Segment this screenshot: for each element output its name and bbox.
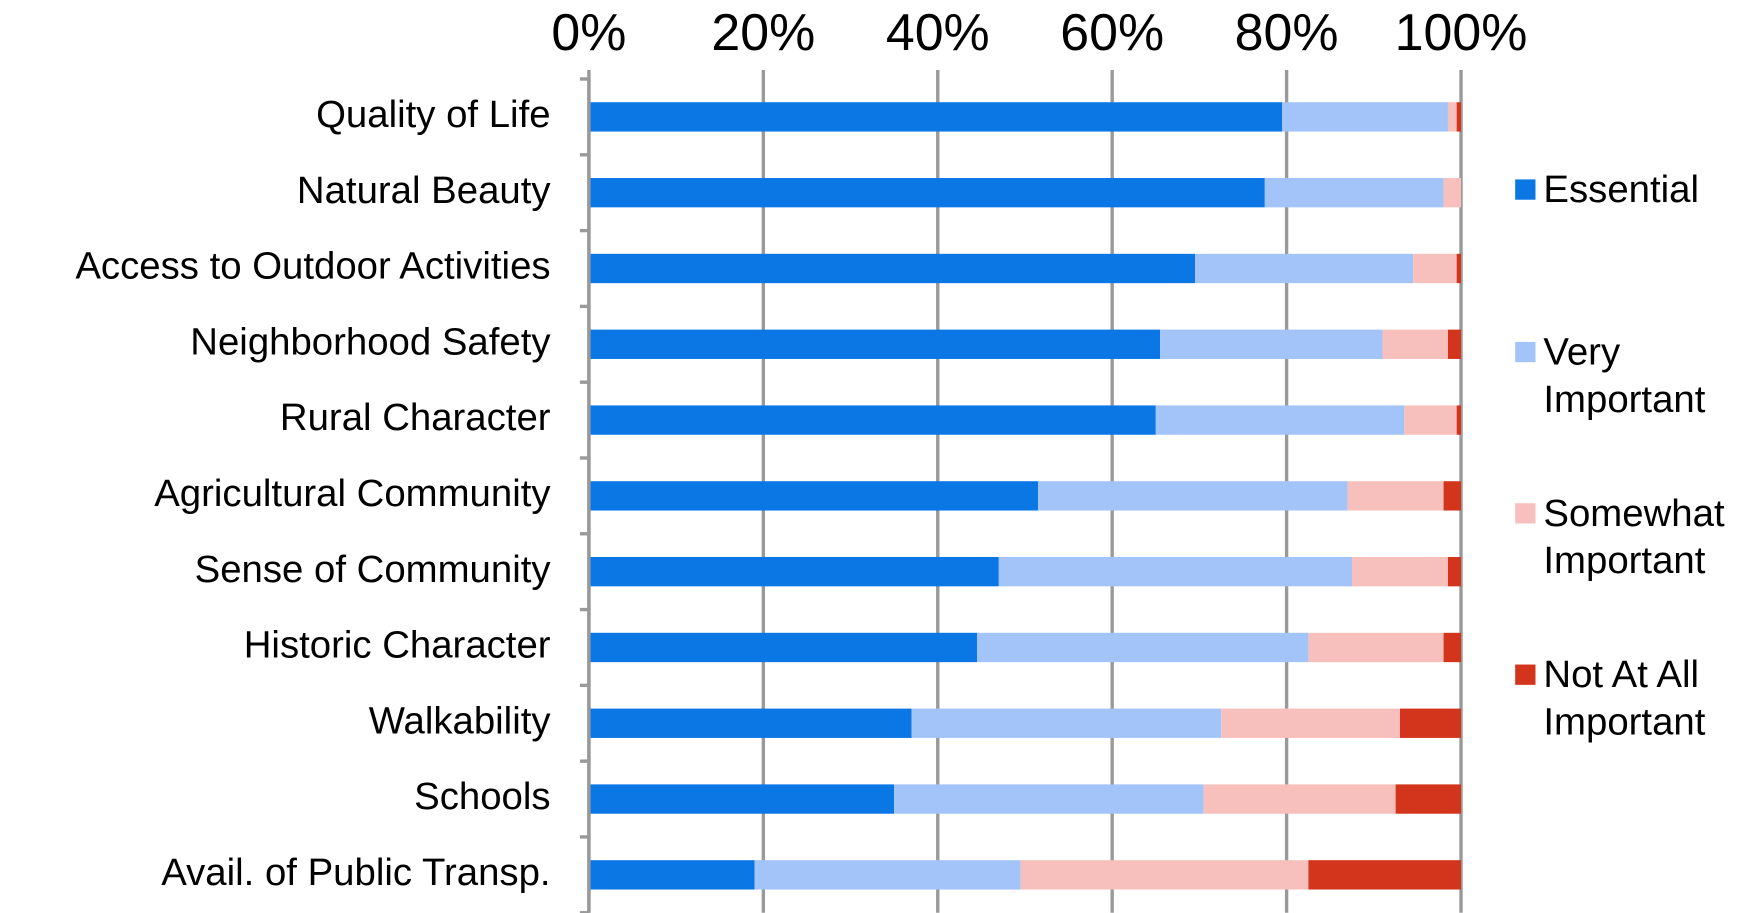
bar-segment (588, 329, 1161, 359)
x-tick-label: 100% (1395, 3, 1528, 61)
bar-segment (588, 102, 1283, 132)
bar-segment (1399, 708, 1462, 738)
bar-segment (1413, 253, 1457, 284)
bar-segment (911, 708, 1222, 738)
bar-segment (1382, 329, 1448, 359)
bar-segment (754, 860, 1021, 890)
legend-entry: Very Important (1543, 330, 1706, 421)
bar-segment (1456, 253, 1462, 284)
x-tick-label: 0% (551, 3, 626, 61)
y-tick-label: Walkability (369, 699, 552, 742)
bar-segment (977, 632, 1309, 663)
bar-segment (998, 557, 1353, 587)
bar-segment (1404, 405, 1457, 435)
legend-swatch (1515, 664, 1536, 685)
y-tick-label: Rural Character (280, 396, 551, 439)
legend-swatch (1515, 179, 1536, 200)
bar-segment (894, 784, 1204, 814)
bar-segment (1020, 860, 1309, 890)
legend-label: Somewhat Important (1543, 491, 1725, 583)
legend-entry: Essential (1543, 168, 1700, 212)
y-tick-label: Schools (414, 775, 550, 818)
bar-segment (1443, 632, 1462, 663)
x-tick-label: 80% (1235, 3, 1339, 61)
bar-segment (1447, 329, 1462, 359)
y-tick-label: Neighborhood Safety (190, 320, 551, 363)
legend-swatch (1515, 341, 1536, 363)
legend-entry: Somewhat Important (1543, 491, 1725, 583)
y-tick-label: Agricultural Community (154, 472, 551, 515)
x-tick-label: 20% (711, 3, 815, 61)
bar-segment (1395, 784, 1462, 814)
bar-segment (1347, 481, 1444, 511)
y-tick-label: Quality of Life (316, 93, 550, 136)
legend-entry: Not At All Important (1543, 653, 1706, 744)
bar-segment (588, 253, 1196, 284)
legend-label: Not At All Important (1543, 653, 1706, 744)
bar-segment (1308, 632, 1444, 663)
bar-segment (1160, 329, 1383, 359)
y-tick-label: Avail. of Public Transp. (161, 851, 550, 894)
legend-label: Essential (1543, 168, 1700, 212)
bar-segment (588, 178, 1265, 208)
bar-segment (1038, 481, 1348, 511)
bar-segment (1264, 178, 1444, 208)
bar-segment (588, 860, 755, 890)
x-tick-label: 40% (886, 3, 990, 61)
bar-segment (588, 557, 999, 587)
y-tick-label: Sense of Community (195, 548, 552, 591)
x-tick-label: 60% (1060, 3, 1164, 61)
legend-label: Very Important (1543, 330, 1706, 421)
bar-segment (1456, 405, 1462, 435)
bar-segment (588, 405, 1156, 435)
bar-segment (588, 481, 1039, 511)
legend-swatch (1515, 503, 1536, 524)
bar-segment (1447, 557, 1462, 587)
bar-segment (588, 784, 895, 814)
bar-segment (1352, 557, 1448, 587)
y-tick-label: Historic Character (244, 624, 551, 667)
y-tick-label: Access to Outdoor Activities (75, 245, 550, 288)
bar-segment (1308, 860, 1462, 890)
bar-segment (588, 708, 912, 738)
bar-segment (1155, 405, 1405, 435)
bar-segment (1443, 178, 1462, 208)
bar-segment (1221, 708, 1400, 738)
bar-segment (1443, 481, 1462, 511)
bar-segment (1282, 102, 1448, 132)
bar-segment (1447, 102, 1457, 132)
bar-segment (1203, 784, 1396, 814)
y-tick-label: Natural Beauty (297, 169, 551, 212)
bar-segment (1456, 102, 1462, 132)
bar-segment (588, 632, 978, 663)
bar-segment (1195, 253, 1414, 284)
